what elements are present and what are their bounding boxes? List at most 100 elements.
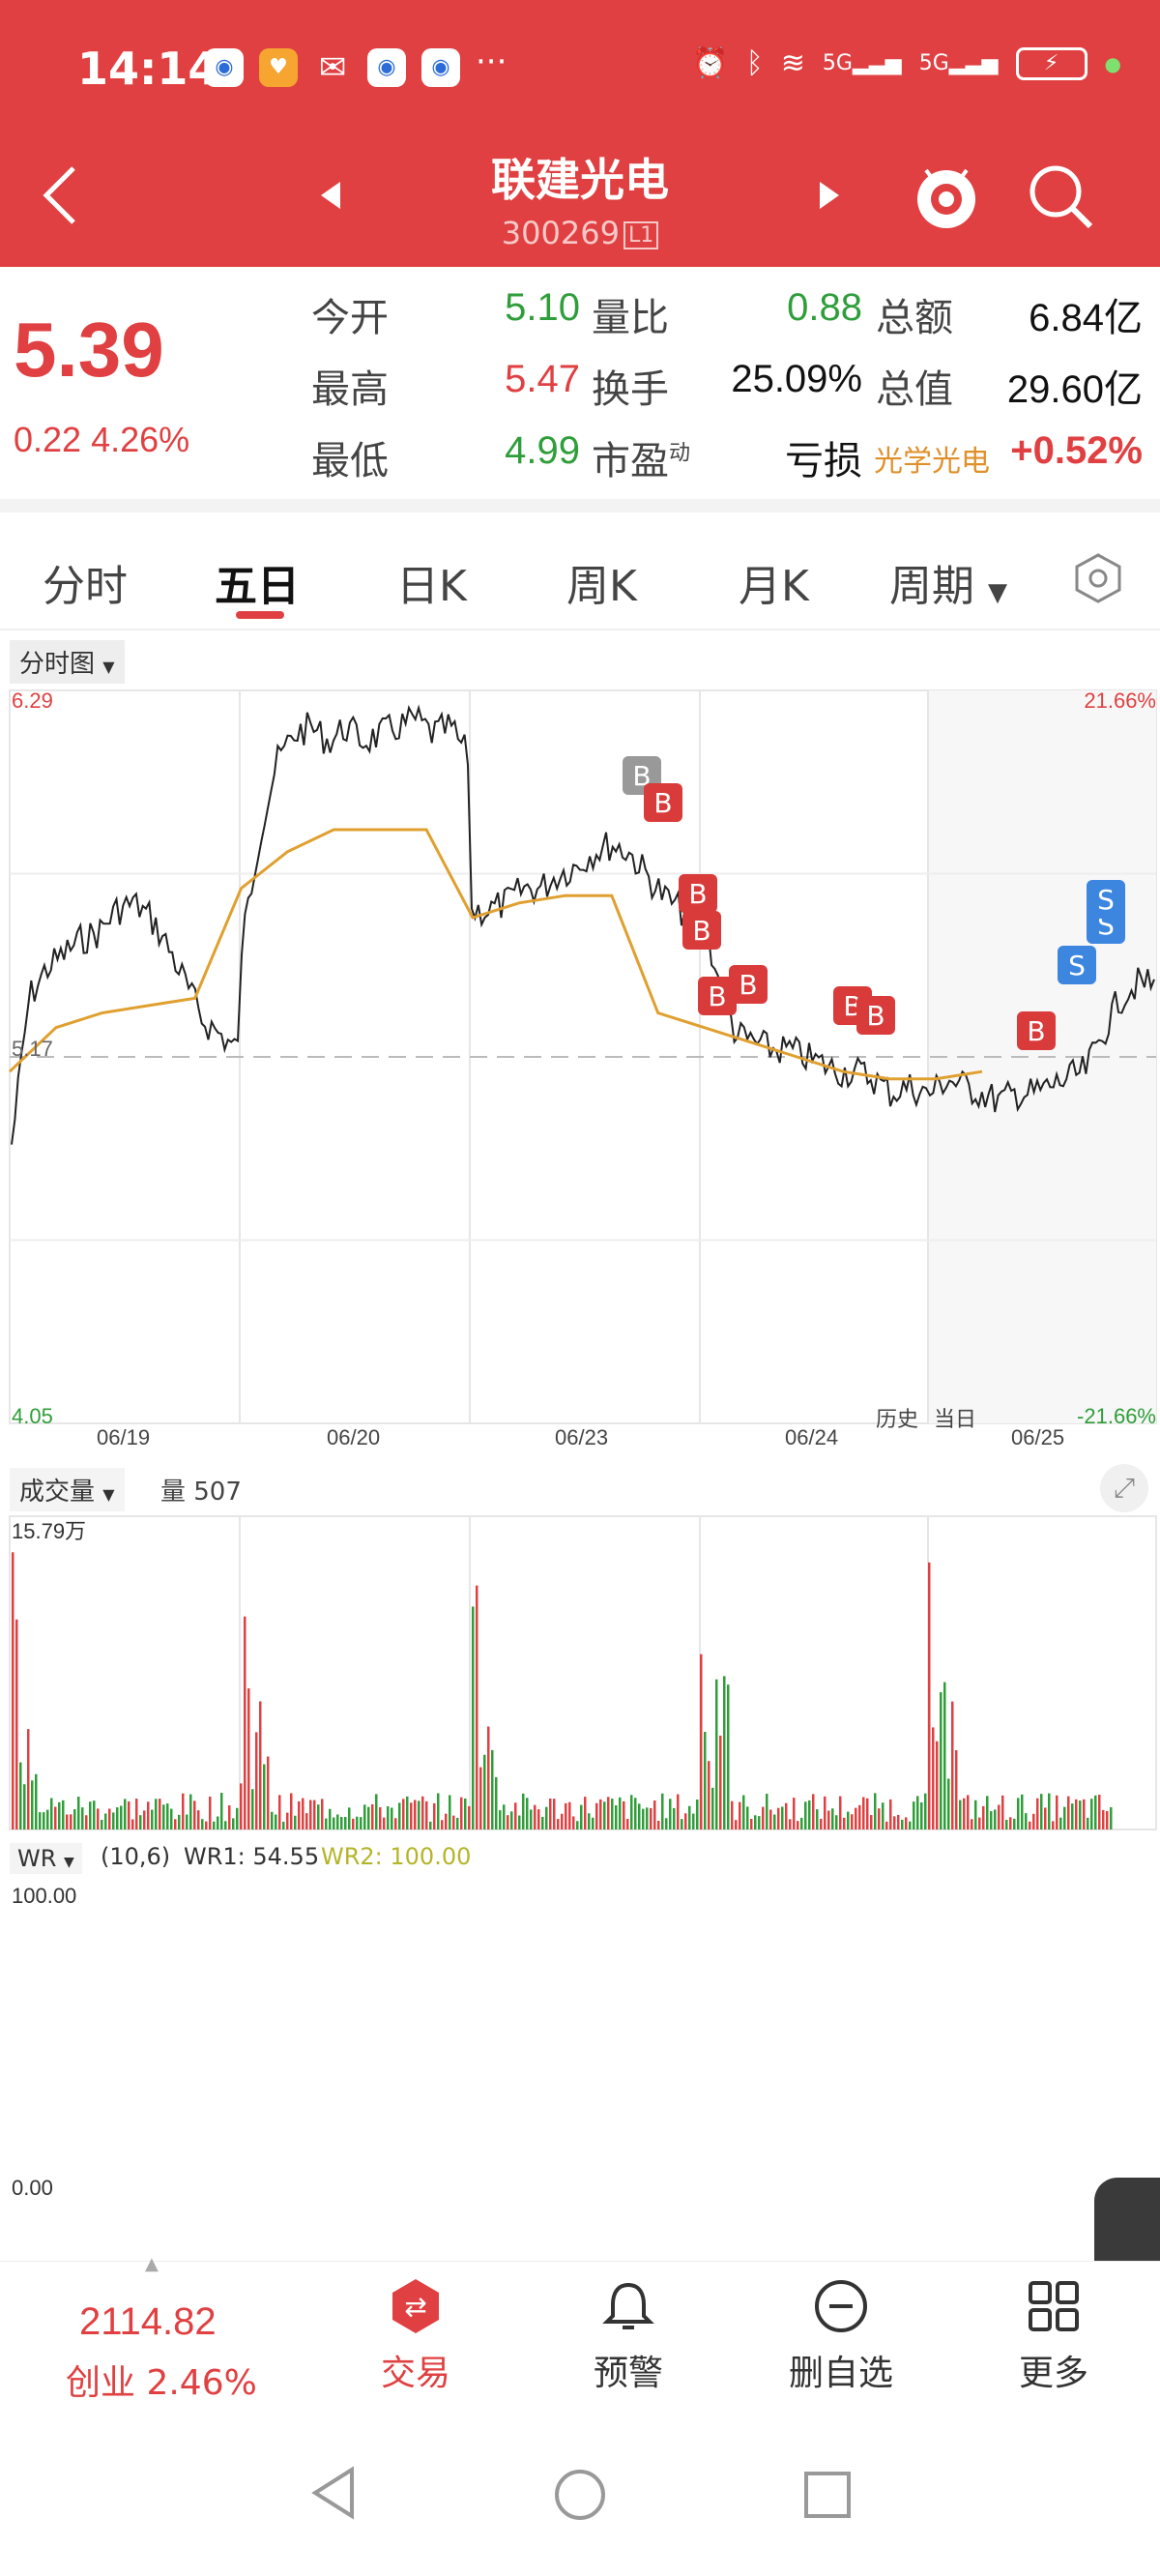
tab-daily-k[interactable]: 日K: [396, 562, 467, 611]
volume-bar: [681, 1819, 683, 1830]
volume-bar: [634, 1798, 637, 1830]
volume-bar: [855, 1807, 857, 1830]
sell-marker: S: [1058, 946, 1096, 984]
volume-bar: [27, 1729, 30, 1830]
volume-bar: [1094, 1795, 1097, 1830]
index-change[interactable]: 创业 2.46%: [66, 2363, 257, 2403]
history-label[interactable]: 历史: [876, 1407, 919, 1431]
volume-bar: [541, 1816, 544, 1830]
sector-change[interactable]: +0.52%: [1010, 429, 1143, 472]
volume-bar: [460, 1797, 463, 1830]
volume-bar: [387, 1806, 390, 1830]
volume-indicator-selector[interactable]: 成交量 ▼: [10, 1468, 125, 1511]
high-value: 5.47: [505, 358, 580, 400]
volume-bar: [1059, 1817, 1062, 1830]
home-circle-icon[interactable]: [553, 2468, 607, 2522]
volume-bar: [518, 1815, 521, 1830]
search-icon[interactable]: [1027, 162, 1094, 230]
volume-bar: [12, 1552, 14, 1830]
back-icon[interactable]: [41, 164, 79, 226]
wr-indicator-selector[interactable]: WR ▼: [10, 1843, 82, 1874]
volume-bar: [916, 1796, 919, 1830]
market-cap-value: 29.60亿: [1006, 368, 1143, 411]
volume-bar: [348, 1807, 351, 1830]
today-label[interactable]: 当日: [934, 1407, 977, 1431]
market-cap-label: 总值: [876, 367, 953, 412]
volume-bar: [797, 1821, 799, 1830]
volume-bar: [1102, 1809, 1105, 1830]
volume-bar: [309, 1800, 312, 1830]
tab-period-dropdown[interactable]: 周期 ▼: [889, 562, 1007, 611]
settings-hexagon-icon[interactable]: [1071, 551, 1125, 605]
volume-bar: [398, 1802, 401, 1830]
volume-bar: [978, 1817, 981, 1830]
volume-bar: [901, 1819, 904, 1830]
volume-bar: [182, 1793, 185, 1830]
buy-marker: B: [682, 911, 721, 950]
tab-monthly-k[interactable]: 月K: [739, 562, 809, 611]
volume-bar: [66, 1814, 69, 1830]
volume-bar: [650, 1807, 652, 1830]
prev-stock-icon[interactable]: [319, 180, 342, 211]
more-button[interactable]: 更多: [976, 2277, 1131, 2395]
volume-bar: [128, 1800, 130, 1830]
volume-bar: [495, 1776, 498, 1830]
tab-five-day[interactable]: 五日: [215, 562, 300, 611]
buy-marker: B: [698, 977, 737, 1015]
volume-bar: [1025, 1813, 1028, 1830]
minus-circle-icon: [815, 2280, 867, 2332]
assistant-robot-icon[interactable]: [913, 157, 980, 232]
tab-intraday[interactable]: 分时: [43, 562, 128, 611]
volume-bar: [15, 1619, 18, 1830]
volume-bar: [526, 1798, 529, 1830]
tab-weekly-k[interactable]: 周K: [566, 562, 637, 611]
buy-marker: B: [679, 874, 717, 913]
volume-bar: [77, 1797, 80, 1830]
volume-bar: [336, 1814, 339, 1830]
wr-params: (10,6): [101, 1843, 171, 1870]
volume-bar: [793, 1798, 796, 1830]
volume-bar: [425, 1800, 428, 1830]
volume-bar: [882, 1802, 884, 1830]
volume-bar: [244, 1616, 246, 1830]
volume-bar: [81, 1807, 84, 1830]
alert-button[interactable]: 预警: [551, 2277, 706, 2395]
volume-bar: [994, 1809, 997, 1830]
volume-bar: [897, 1814, 900, 1830]
volume-bar: [240, 1783, 243, 1830]
volume-bar: [858, 1804, 861, 1830]
volume-bar: [170, 1808, 173, 1830]
volume-bar: [108, 1808, 111, 1830]
volume-bar: [178, 1814, 181, 1830]
sell-marker: S: [1087, 880, 1125, 919]
back-triangle-icon[interactable]: [309, 2464, 358, 2522]
volume-bar: [479, 1767, 482, 1830]
expand-icon[interactable]: ⤢: [1100, 1464, 1148, 1512]
recents-square-icon[interactable]: [802, 2470, 853, 2520]
volume-bar: [534, 1804, 536, 1830]
status-time: 14:14: [77, 43, 219, 95]
volume-bar: [630, 1795, 633, 1830]
volume-bar: [43, 1812, 45, 1830]
app-notification-icon: ◉: [421, 48, 460, 87]
chart-type-selector[interactable]: 分时图 ▼: [10, 640, 125, 684]
remove-watchlist-button[interactable]: 删自选: [764, 2277, 918, 2395]
wr1-value: WR1: 54.55: [184, 1843, 320, 1870]
trade-button[interactable]: ⇄ 交易: [338, 2277, 493, 2395]
next-stock-icon[interactable]: [818, 180, 841, 211]
volume-bar: [530, 1809, 533, 1830]
volume-bar: [120, 1805, 123, 1830]
volume-bar: [363, 1804, 366, 1830]
volume-bar: [711, 1787, 714, 1830]
index-value[interactable]: 2114.82: [79, 2300, 217, 2343]
volume-bar: [197, 1810, 200, 1830]
volume-bar: [623, 1800, 625, 1830]
volume-bar: [510, 1811, 513, 1830]
volume-bar: [360, 1817, 362, 1830]
volume-bar: [340, 1817, 343, 1830]
volume-bar: [367, 1806, 370, 1830]
volume-bar: [619, 1797, 622, 1830]
volume-bar: [808, 1800, 811, 1830]
buy-marker-label: B: [653, 787, 672, 819]
sector-name[interactable]: 光学光电: [874, 445, 990, 479]
